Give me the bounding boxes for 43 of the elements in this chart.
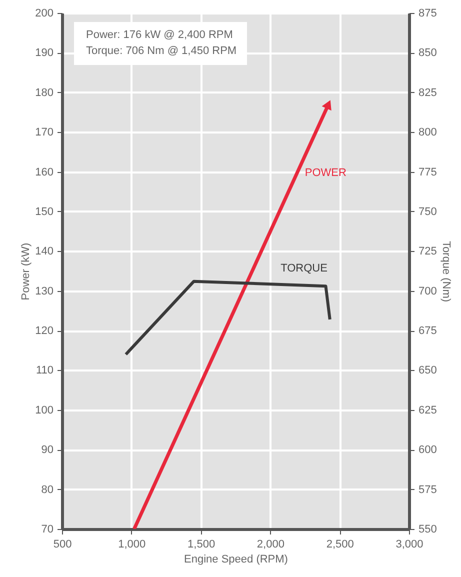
series-label: TORQUE [280,262,328,274]
y-tick-label: 140 [35,246,54,258]
y2-tick-label: 675 [418,325,437,338]
note-box: Power: 176 kW @ 2,400 RPM Torque: 706 Nm @ 1,450 RPM [74,22,247,65]
y2-tick-label: 775 [418,166,437,178]
x-tick-label: 2,000 [256,538,284,550]
x-tick-label: 1,000 [118,538,146,550]
y-tick-label: 150 [35,206,54,218]
x-tick-label: 3,000 [396,538,424,550]
y2-tick-label: 575 [418,484,437,496]
x-tick-label: 2,500 [326,538,354,550]
y-tick-label: 70 [41,524,54,536]
series-label: POWER [304,166,347,179]
annotation: Torque: 706 Nm @ 1,450 RPM [86,44,237,59]
y2-tick-label: 700 [418,285,437,298]
y2-tick-label: 550 [418,524,437,536]
y2-tick-label: 650 [418,364,437,377]
y-tick-label: 100 [35,404,54,416]
y-tick-label: 170 [35,126,54,139]
y-tick-label: 110 [36,364,54,377]
y-tick-label: 190 [35,47,54,60]
y-tick-label: 180 [35,86,54,99]
line-series [124,280,332,356]
y-tick-label: 130 [35,285,54,298]
y2-axis-title: Torque (Nm) [440,240,452,302]
y2-tick-label: 850 [418,47,437,60]
x-axis-title: Engine Speed (RPM) [184,554,288,566]
y-tick-label: 200 [35,8,54,20]
y2-tick-label: 800 [418,126,437,139]
x-tick-label: 500 [53,538,72,550]
y2-tick-label: 750 [418,206,437,218]
y2-tick-label: 625 [418,404,437,416]
y-axis-title: Power (kW) [20,242,32,300]
y-tick-label: 120 [35,325,54,338]
y2-tick-label: 725 [418,246,437,258]
y2-tick-label: 875 [418,8,437,20]
y2-tick-label: 600 [418,444,437,456]
x-tick-label: 1,500 [188,538,216,550]
y-tick-label: 80 [41,484,54,496]
y-tick-label: 90 [41,444,54,456]
y-tick-label: 160 [35,166,54,178]
annotation: Power: 176 kW @ 2,400 RPM [86,28,234,43]
y2-tick-label: 825 [418,86,437,99]
